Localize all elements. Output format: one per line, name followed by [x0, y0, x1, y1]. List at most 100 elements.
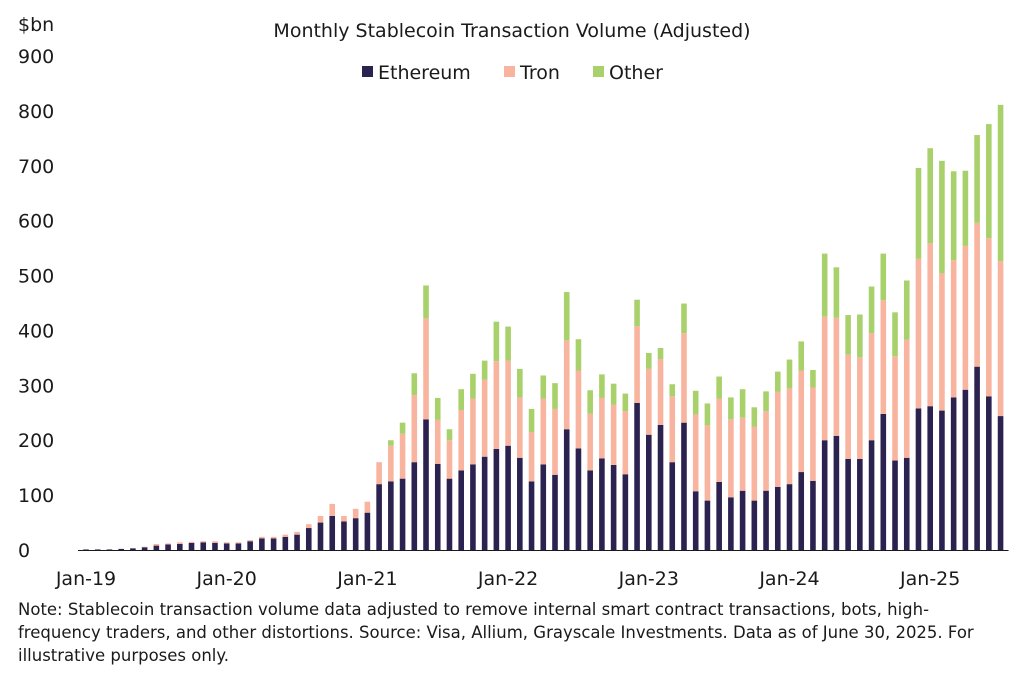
bar-segment-tron [587, 413, 593, 471]
bar-segment-other [411, 373, 418, 396]
bar-segment-other [927, 148, 933, 244]
bar-segment-tron [646, 368, 652, 435]
bar-segment-other [517, 368, 523, 398]
bar-segment-ethereum [200, 542, 207, 550]
bar-segment-ethereum [622, 474, 629, 550]
bar-segment-ethereum [716, 481, 722, 550]
bar-segment-ethereum [880, 413, 887, 550]
bar-segment-other [634, 299, 640, 327]
bar-segment-other [845, 315, 851, 355]
bar-segment-ethereum [692, 491, 699, 550]
bar-segment-other [763, 391, 769, 412]
bar-segment-tron [739, 417, 746, 491]
bar-segment-other [540, 375, 547, 399]
legend-swatch-tron [504, 66, 515, 77]
bar-segment-other [728, 397, 734, 420]
bar-segment-tron [833, 317, 840, 436]
bar-segment-ethereum [329, 515, 336, 550]
bar-segment-ethereum [388, 481, 394, 550]
bar-segment-ethereum [493, 449, 500, 550]
bar-segment-other [434, 397, 441, 420]
bar-segment-ethereum [739, 490, 746, 550]
bar-segment-other [810, 369, 816, 388]
bar-segment-tron [563, 340, 570, 430]
bar-segment-other [786, 359, 793, 389]
bar-segment-tron [458, 410, 464, 471]
bar-segment-tron [927, 243, 933, 407]
bar-segment-ethereum [845, 458, 851, 550]
bar-segment-tron [599, 397, 605, 459]
x-tick-label: Jan-23 [618, 568, 679, 590]
bar-segment-other [880, 253, 887, 301]
bar-segment-ethereum [575, 448, 582, 550]
y-tick-label: 0 [18, 540, 30, 562]
bar-segment-other [470, 373, 476, 399]
bar-segment-ethereum [728, 497, 734, 550]
bar-segment-ethereum [270, 538, 277, 550]
bar-segment-ethereum [927, 406, 933, 550]
bar-segment-tron [493, 361, 500, 449]
bar-segment-tron [974, 222, 980, 367]
bar-segment-ethereum [974, 366, 980, 550]
bar-segment-tron [153, 543, 160, 546]
x-tick-label: Jan-20 [196, 568, 257, 590]
bar-segment-other [962, 170, 969, 246]
bar-segment-tron [141, 546, 148, 548]
bar-segment-other [798, 341, 805, 371]
bar-segment-other [774, 371, 781, 392]
x-axis: Jan-19 Jan-20 Jan-21 Jan-22 Jan-23 Jan-24 Jan-… [55, 568, 961, 590]
bar-segment-other [610, 383, 617, 405]
bar-segment-tron [786, 388, 793, 485]
bar-segment-ethereum [470, 464, 476, 550]
bar-segment-tron [247, 540, 253, 542]
bar-segment-tron [200, 541, 207, 543]
bar-segment-tron [352, 508, 359, 519]
bar-segment-ethereum [352, 518, 359, 550]
x-tick-label: Jan-24 [758, 568, 819, 590]
bar-segment-ethereum [364, 512, 371, 550]
bar-segment-tron [235, 542, 242, 544]
bar-segment-tron [997, 261, 1004, 417]
bar-segment-other [669, 384, 676, 397]
y-axis-unit-label: $bn [18, 14, 54, 36]
bar-segment-ethereum [657, 424, 664, 550]
bar-segment-other [423, 285, 429, 319]
bar-segment-other [493, 321, 500, 362]
bar-segment-tron [305, 524, 312, 529]
x-tick-label: Jan-19 [55, 568, 116, 590]
bar-segment-ethereum [83, 549, 89, 550]
bar-segment-tron [575, 370, 582, 449]
bar-segment-ethereum [376, 484, 382, 550]
bar-segment-ethereum [599, 458, 605, 550]
bar-segment-ethereum [563, 429, 570, 550]
bar-segment-ethereum [833, 435, 840, 550]
bar-segment-tron [903, 339, 910, 458]
bar-segment-ethereum [540, 464, 547, 550]
bar-segment-tron [294, 531, 300, 535]
y-tick-label: 100 [18, 485, 54, 507]
bar-segment-ethereum [868, 440, 875, 550]
bar-segment-ethereum [165, 544, 171, 550]
bar-segment-ethereum [94, 549, 101, 550]
y-tick-label: 900 [18, 46, 54, 68]
bar-segment-tron [434, 419, 441, 464]
bar-segment-tron [892, 356, 898, 461]
bar-segment-other [716, 376, 722, 399]
bar-segment-tron [329, 503, 336, 516]
bar-segment-ethereum [130, 548, 136, 550]
bar-segment-other [997, 104, 1004, 262]
bar-segment-other [903, 280, 910, 340]
legend-label-tron: Tron [519, 62, 560, 84]
bar-segment-tron [517, 397, 523, 458]
bar-segment-other [986, 124, 992, 239]
bar-segment-tron [165, 543, 171, 545]
bar-segment-other [505, 326, 511, 361]
legend-swatch-other [593, 66, 604, 77]
bar-segment-tron [681, 333, 687, 423]
bar-segment-other [681, 303, 687, 334]
x-tick-label: Jan-25 [899, 568, 960, 590]
bar-segment-other [552, 383, 558, 409]
bar-segment-ethereum [950, 397, 957, 550]
bar-segment-ethereum [646, 434, 652, 550]
bar-segment-other [399, 422, 406, 434]
